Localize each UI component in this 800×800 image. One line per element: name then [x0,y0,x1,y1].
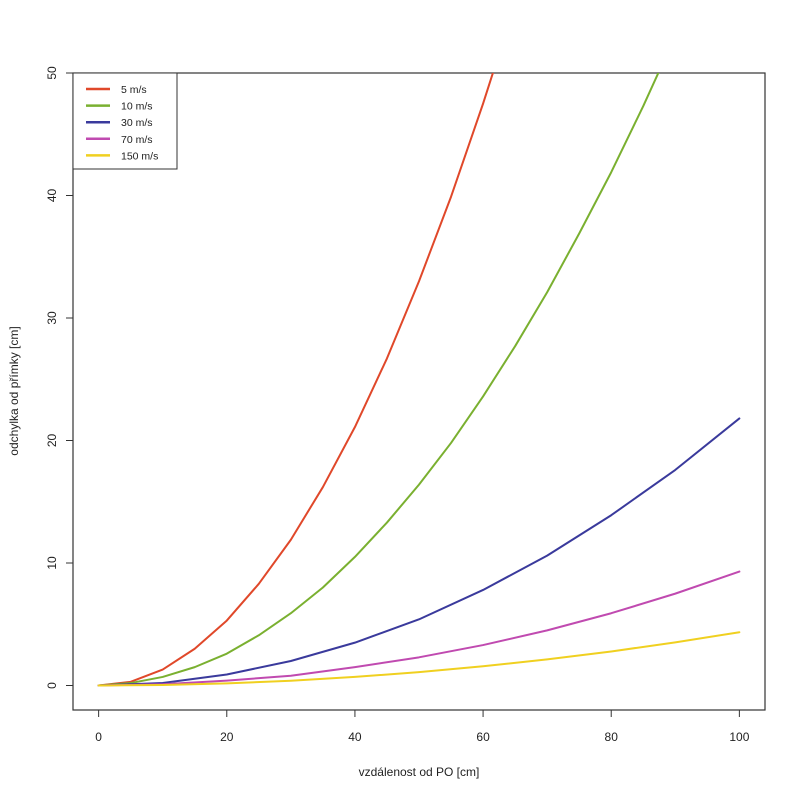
legend-label-1: 5 m/s [121,84,147,96]
legend-label-2: 10 m/s [121,101,153,113]
x-tick-label: 0 [95,730,102,744]
y-axis: 0 10 20 30 40 50 [45,66,74,689]
series-layer [97,73,741,687]
series-line-2 [97,73,660,687]
x-axis-title: vzdálenost od PO [cm] [359,765,480,779]
x-tick-label: 60 [476,730,490,744]
x-tick-label: 80 [605,730,619,744]
y-tick-label: 30 [45,311,59,325]
legend-label-4: 70 m/s [121,134,153,146]
series-line-1 [97,73,494,687]
legend-label-5: 150 m/s [121,150,158,162]
y-tick-label: 20 [45,434,59,448]
x-axis: 0 20 40 60 80 100 [95,709,750,744]
series-line-3 [97,417,741,687]
legend-label-3: 30 m/s [121,117,153,129]
x-tick-label: 40 [348,730,362,744]
series-line-4 [97,570,741,687]
y-tick-label: 0 [45,682,59,689]
x-tick-label: 20 [220,730,234,744]
y-tick-label: 10 [45,556,59,570]
y-axis-title: odchylka od přímky [cm] [7,326,21,455]
x-tick-label: 100 [729,730,749,744]
y-tick-label: 40 [45,189,59,203]
series-line-5 [97,631,741,687]
legend: 5 m/s 10 m/s 30 m/s 70 m/s 150 m/s [72,72,178,170]
y-tick-label: 50 [45,66,59,80]
